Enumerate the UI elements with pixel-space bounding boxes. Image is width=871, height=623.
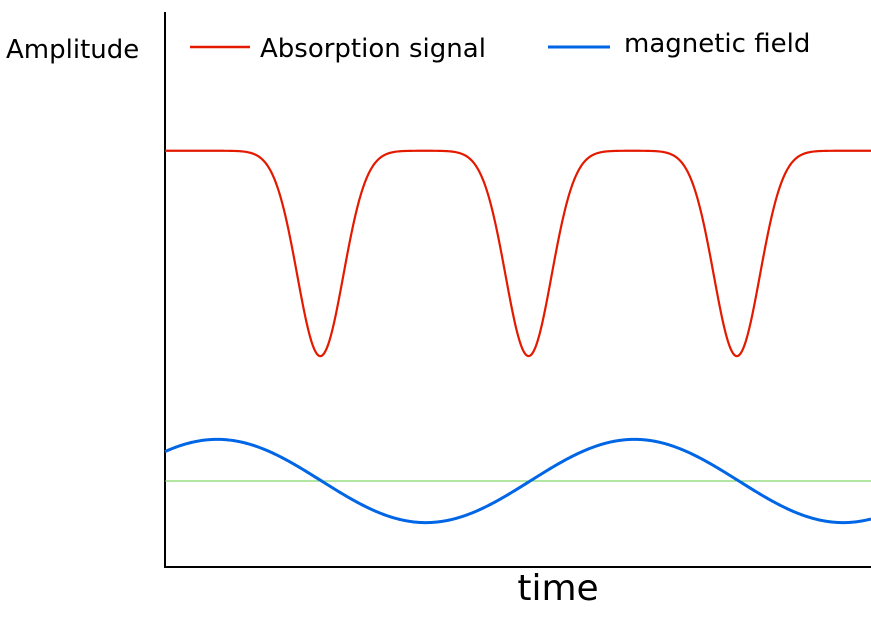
x-axis-label: time — [517, 568, 598, 609]
legend-label-magnetic-field: magnetic field — [624, 29, 810, 59]
y-axis-label: Amplitude — [6, 35, 139, 65]
magnetic-field-line — [164, 437, 871, 525]
absorption-signal-line — [165, 149, 871, 358]
legend-label-absorption-signal: Absorption signal — [260, 34, 486, 64]
